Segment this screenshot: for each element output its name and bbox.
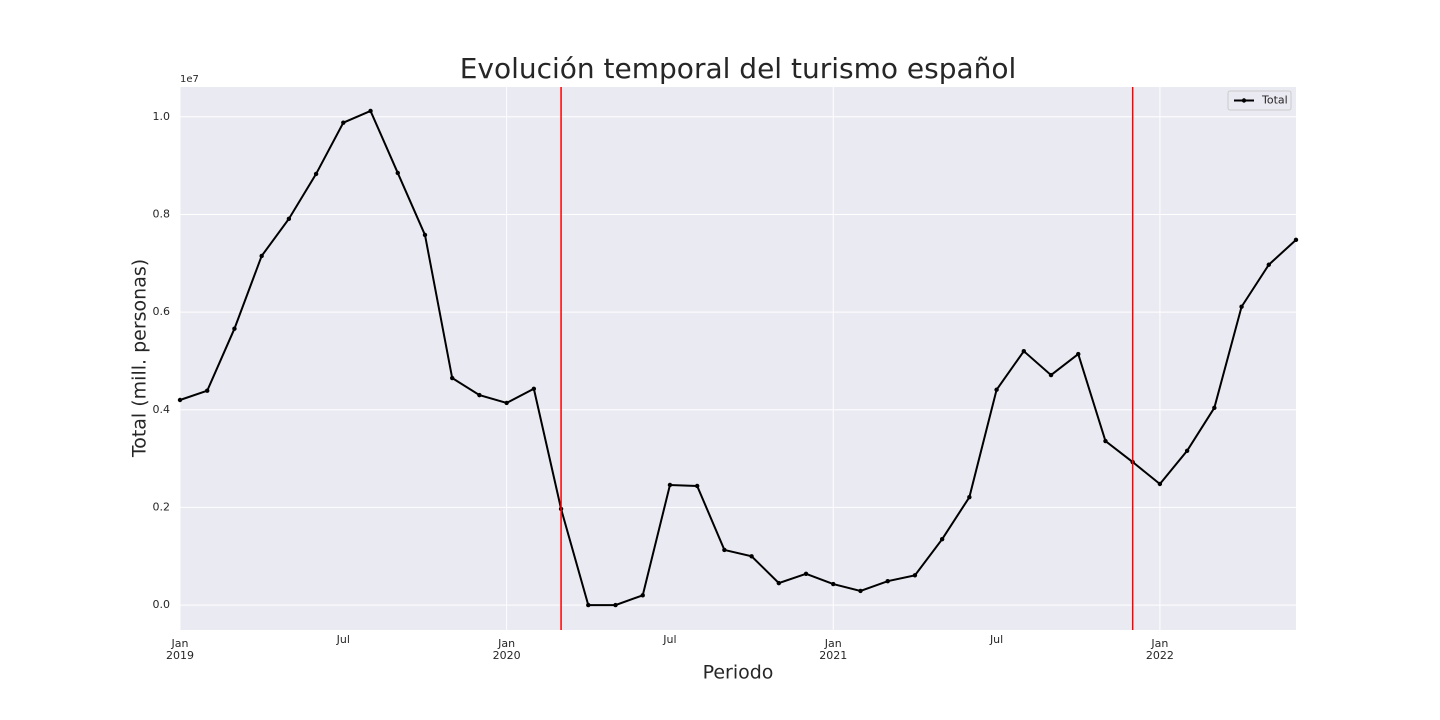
x-tick-label: Jan (497, 637, 515, 650)
data-point (313, 171, 319, 177)
y-tick-label: 0.0 (153, 598, 171, 611)
data-point (1021, 348, 1027, 354)
data-point (1048, 372, 1054, 378)
data-point (803, 571, 809, 577)
data-point (504, 400, 509, 406)
data-point (640, 593, 645, 598)
data-point (694, 483, 700, 489)
data-point (1212, 405, 1217, 411)
data-point (205, 388, 210, 393)
data-point (1239, 304, 1244, 309)
y-tick-label: 0.4 (153, 403, 171, 416)
data-point (912, 573, 918, 578)
x-tick-label: Jan (824, 637, 842, 650)
legend-box (1227, 90, 1292, 111)
data-point (858, 588, 863, 594)
data-point (1076, 351, 1081, 357)
x-tick-label: 2019 (166, 649, 194, 662)
data-point (967, 494, 972, 500)
x-tick-label: Jul (662, 633, 676, 646)
data-point (368, 108, 373, 114)
data-line (179, 109, 1297, 607)
data-point (722, 547, 727, 553)
x-tick-label: 2020 (493, 649, 521, 662)
data-point (1293, 237, 1299, 243)
x-tick-label: Jul (989, 633, 1003, 646)
data-point (449, 375, 455, 381)
legend-marker (1241, 98, 1247, 103)
legend-label: Total (1261, 94, 1288, 107)
plot-area (180, 87, 1296, 630)
x-tick-label: 2022 (1146, 649, 1174, 662)
x-tick-label: Jan (1150, 637, 1168, 650)
x-axis-label: Periodo (703, 662, 774, 684)
y-tick-label: 0.2 (153, 500, 171, 513)
y-tick-label: 1.0 (153, 110, 171, 123)
data-point (177, 397, 183, 403)
data-point (1184, 448, 1190, 453)
data-point (1157, 481, 1163, 487)
x-tick-label: 2021 (819, 649, 847, 662)
y-offset-label: 1e7 (180, 74, 199, 85)
y-axis-label: Total (mill. personas) (129, 259, 151, 458)
data-point (586, 602, 591, 608)
data-point (232, 326, 237, 331)
data-point (885, 578, 890, 584)
data-point (749, 554, 754, 559)
data-point (831, 581, 836, 587)
data-point (994, 387, 999, 392)
data-point (613, 602, 618, 608)
y-tick-label: 0.8 (153, 207, 171, 220)
data-point (1103, 438, 1108, 444)
data-point (939, 536, 945, 542)
data-point (395, 170, 400, 176)
data-point (259, 253, 264, 259)
data-point (531, 386, 537, 391)
data-point (286, 216, 292, 222)
data-point (667, 482, 673, 488)
y-tick-label: 0.6 (153, 305, 171, 318)
data-point (1266, 262, 1271, 267)
data-point (422, 232, 428, 238)
data-point (477, 392, 482, 398)
data-point (341, 120, 346, 125)
x-tick-label: Jul (336, 633, 350, 646)
data-point (776, 580, 782, 586)
chart-title: Evolución temporal del turismo español (460, 52, 1017, 85)
x-tick-label: Jan (171, 637, 189, 650)
